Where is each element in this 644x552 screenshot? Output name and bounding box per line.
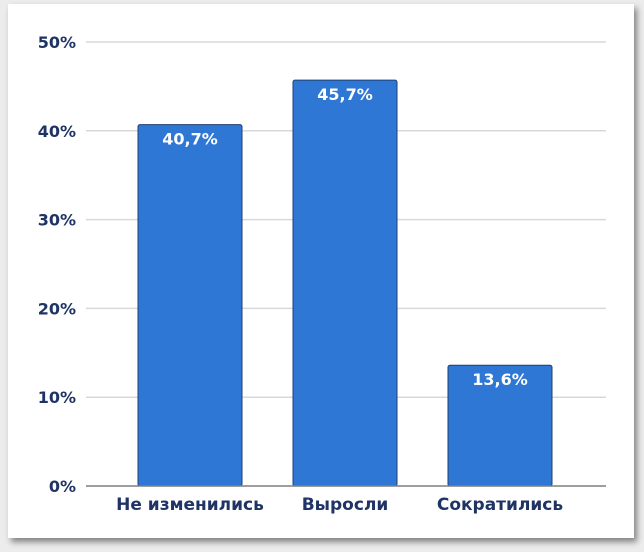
y-tick-label: 40% — [38, 122, 76, 141]
y-tick-label: 10% — [38, 388, 76, 407]
x-tick-label: Выросли — [302, 495, 389, 515]
data-label: 45,7% — [317, 85, 373, 104]
x-tick-label: Сократились — [437, 495, 563, 515]
y-tick-label: 30% — [38, 211, 76, 230]
y-tick-label: 20% — [38, 299, 76, 318]
y-tick-label: 50% — [38, 33, 76, 52]
data-label: 13,6% — [472, 370, 528, 389]
bar — [137, 124, 243, 487]
y-tick-label: 0% — [49, 477, 76, 496]
bar — [292, 79, 398, 487]
data-label: 40,7% — [162, 130, 218, 149]
x-tick-label: Не изменились — [116, 495, 264, 515]
